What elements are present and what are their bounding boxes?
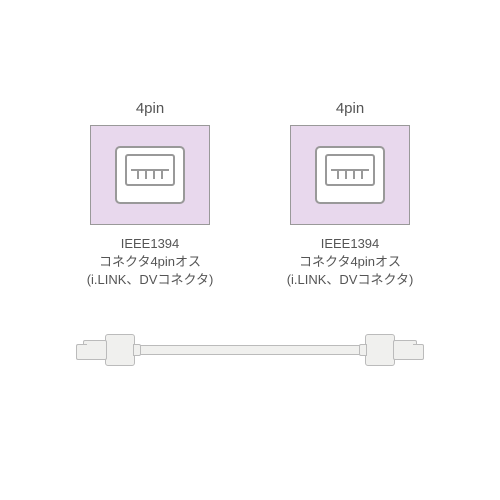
desc-line: コネクタ4pinオス: [75, 253, 225, 271]
cable-diagram: [75, 320, 425, 380]
cable-plug-left-icon: [75, 326, 135, 374]
connector-box-left: [90, 125, 210, 225]
description-right: IEEE1394 コネクタ4pinオス (i.LINK、DVコネクタ): [275, 235, 425, 290]
desc-line: IEEE1394: [275, 235, 425, 253]
cable-plug-right-icon: [365, 326, 425, 374]
desc-line: (i.LINK、DVコネクタ): [75, 271, 225, 289]
connector-box-right: [290, 125, 410, 225]
firewire-4pin-port-icon: [115, 146, 185, 204]
cable-wire: [125, 345, 375, 355]
connector-left: 4pin IEEE1394 コネクタ4pinオス (i.LINK、DVコネクタ): [75, 100, 225, 290]
desc-line: コネクタ4pinオス: [275, 253, 425, 271]
connector-right: 4pin IEEE1394 コネクタ4pinオス (i.LINK、DVコネクタ): [275, 100, 425, 290]
desc-line: (i.LINK、DVコネクタ): [275, 271, 425, 289]
firewire-4pin-port-icon: [315, 146, 385, 204]
pin-label-left: 4pin: [75, 100, 225, 117]
description-left: IEEE1394 コネクタ4pinオス (i.LINK、DVコネクタ): [75, 235, 225, 290]
pin-label-right: 4pin: [275, 100, 425, 117]
desc-line: IEEE1394: [75, 235, 225, 253]
